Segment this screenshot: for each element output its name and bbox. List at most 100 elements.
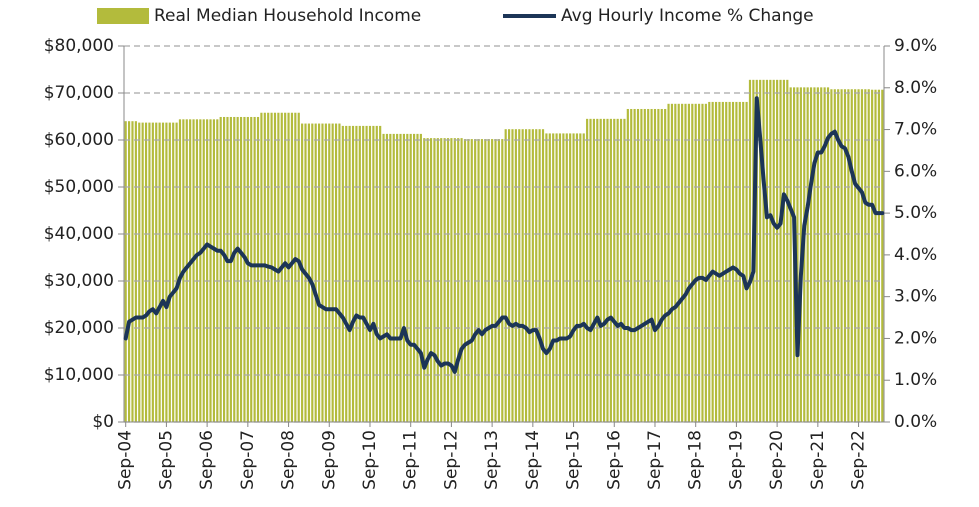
bar bbox=[769, 79, 772, 422]
y-tick-label: $60,000 bbox=[44, 130, 114, 150]
bar bbox=[365, 125, 368, 423]
bar bbox=[348, 125, 351, 423]
bar bbox=[586, 118, 589, 422]
bar bbox=[511, 129, 514, 422]
bar bbox=[776, 79, 779, 422]
bar bbox=[195, 119, 199, 422]
bar bbox=[806, 87, 809, 423]
legend-label: Real Median Household Income bbox=[154, 6, 421, 26]
bar bbox=[735, 101, 738, 423]
bar bbox=[789, 87, 792, 423]
bar bbox=[531, 129, 534, 422]
bar bbox=[816, 87, 819, 423]
x-tick-label: Sep-10 bbox=[360, 430, 380, 490]
bar bbox=[457, 138, 460, 422]
x-tick-label: Sep-08 bbox=[279, 430, 299, 490]
x-tick-label: Sep-22 bbox=[849, 430, 869, 490]
bar bbox=[138, 122, 141, 423]
x-tick-label: Sep-14 bbox=[523, 430, 543, 490]
bar bbox=[881, 89, 884, 423]
bar bbox=[528, 129, 531, 422]
y2-tick-label: 4.0% bbox=[894, 245, 937, 265]
x-tick-label: Sep-11 bbox=[401, 430, 421, 490]
bar bbox=[701, 103, 704, 422]
bar bbox=[830, 89, 833, 423]
x-tick-label: Sep-17 bbox=[645, 430, 665, 490]
bar bbox=[233, 116, 236, 422]
bar bbox=[748, 79, 752, 422]
bar bbox=[626, 108, 629, 422]
bar bbox=[837, 89, 840, 423]
x-tick-label: Sep-20 bbox=[767, 430, 787, 490]
bar bbox=[443, 138, 446, 422]
bar bbox=[402, 133, 405, 422]
bar bbox=[158, 122, 161, 423]
bar bbox=[860, 89, 864, 423]
bar bbox=[351, 125, 355, 423]
bar bbox=[392, 133, 395, 422]
y-tick-label: $30,000 bbox=[44, 271, 114, 291]
x-tick-label: Sep-12 bbox=[441, 430, 461, 490]
bar bbox=[226, 116, 229, 422]
bar bbox=[877, 89, 880, 423]
bar bbox=[399, 133, 402, 422]
bar bbox=[223, 116, 226, 422]
bar bbox=[521, 129, 524, 422]
bar bbox=[694, 103, 697, 422]
bar bbox=[318, 123, 321, 423]
bar bbox=[616, 118, 619, 422]
bar bbox=[168, 122, 171, 423]
bar bbox=[867, 89, 870, 423]
bar bbox=[647, 108, 650, 422]
bar bbox=[161, 122, 165, 423]
bar bbox=[433, 138, 436, 422]
bar bbox=[416, 133, 419, 422]
bar bbox=[636, 108, 640, 422]
bar bbox=[148, 122, 151, 423]
bar bbox=[779, 79, 782, 422]
x-tick-label: Sep-06 bbox=[197, 430, 217, 490]
bar bbox=[653, 108, 657, 422]
bar bbox=[277, 112, 280, 423]
bar bbox=[772, 79, 775, 422]
bar bbox=[552, 133, 555, 423]
bar bbox=[847, 89, 850, 423]
bar bbox=[307, 123, 310, 423]
bar bbox=[708, 101, 711, 423]
bar bbox=[379, 125, 382, 423]
y-tick-label: $70,000 bbox=[44, 83, 114, 103]
bar bbox=[718, 101, 721, 423]
bar bbox=[491, 139, 494, 422]
bar bbox=[321, 123, 324, 423]
bar bbox=[674, 103, 677, 422]
bar bbox=[229, 116, 232, 422]
bar bbox=[728, 101, 731, 423]
x-tick-label: Sep-15 bbox=[564, 430, 584, 490]
bar bbox=[582, 133, 585, 423]
bar bbox=[762, 79, 765, 422]
bar bbox=[589, 118, 592, 422]
bar bbox=[236, 116, 239, 422]
bar bbox=[243, 116, 246, 422]
bar bbox=[396, 133, 399, 422]
y2-tick-label: 8.0% bbox=[894, 78, 937, 98]
bar bbox=[294, 112, 297, 423]
bar bbox=[128, 121, 131, 422]
bar bbox=[423, 138, 426, 422]
bar bbox=[657, 108, 660, 422]
bar bbox=[338, 123, 341, 423]
bar bbox=[253, 116, 256, 422]
bar bbox=[185, 119, 188, 422]
bar bbox=[721, 101, 724, 423]
bar bbox=[209, 119, 212, 422]
y2-tick-label: 6.0% bbox=[894, 161, 937, 181]
bar bbox=[850, 89, 853, 423]
bar bbox=[256, 116, 260, 422]
legend-label: Avg Hourly Income % Change bbox=[561, 6, 814, 26]
bar bbox=[643, 108, 646, 422]
bar bbox=[711, 101, 714, 423]
bar bbox=[440, 138, 443, 422]
bar bbox=[664, 108, 667, 422]
bar bbox=[840, 89, 843, 423]
